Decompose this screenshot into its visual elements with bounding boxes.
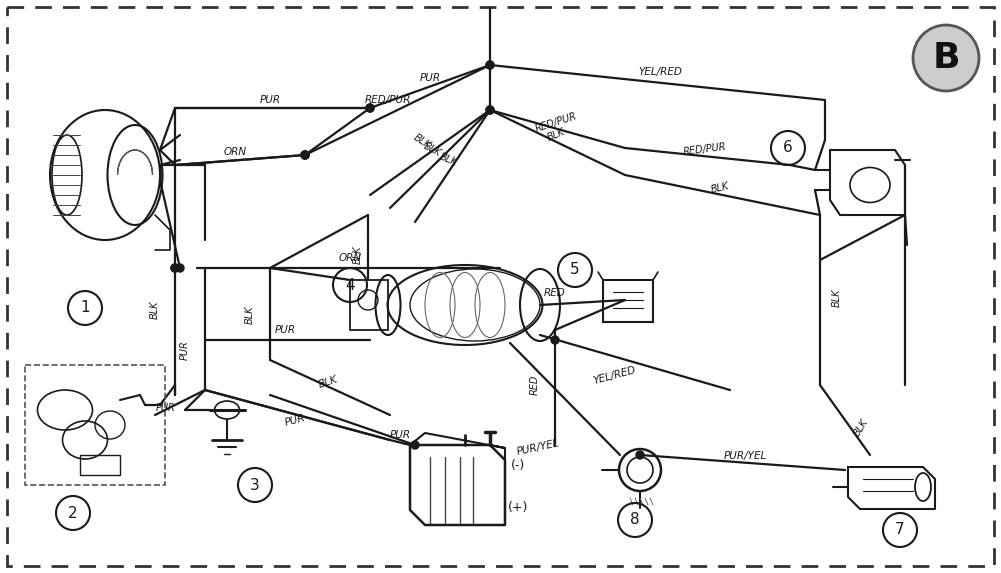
Text: PUR: PUR [389, 430, 410, 440]
Text: 1: 1 [80, 300, 90, 316]
Text: 2: 2 [68, 505, 78, 520]
Text: PUR/YEL: PUR/YEL [724, 451, 767, 461]
Circle shape [486, 61, 494, 69]
Text: BLK: BLK [710, 181, 730, 195]
Text: (+): (+) [508, 501, 529, 515]
Text: PUR: PUR [180, 340, 190, 360]
Bar [350, 280, 388, 330]
Text: RED/PUR: RED/PUR [364, 95, 411, 105]
Text: BLK: BLK [245, 306, 255, 324]
Circle shape [366, 104, 374, 112]
Circle shape [551, 336, 559, 344]
Text: 7: 7 [895, 523, 905, 537]
Text: RED: RED [530, 375, 540, 395]
Text: RED: RED [545, 288, 566, 298]
Bar [603, 280, 653, 322]
Text: PUR: PUR [283, 413, 306, 427]
Circle shape [171, 264, 179, 272]
Circle shape [636, 451, 644, 459]
Text: RED/PUR: RED/PUR [683, 142, 727, 156]
Text: ORN: ORN [338, 253, 361, 263]
Circle shape [301, 151, 309, 159]
Circle shape [301, 151, 309, 159]
Text: RED/PUR: RED/PUR [534, 111, 579, 134]
Text: BLK: BLK [852, 418, 870, 438]
Text: YEL/RED: YEL/RED [638, 67, 682, 77]
Text: B: B [932, 41, 960, 75]
Text: 3: 3 [250, 477, 260, 493]
Text: (-): (-) [511, 458, 526, 472]
Text: 4: 4 [345, 277, 354, 292]
Text: 5: 5 [571, 262, 580, 277]
Text: BLK: BLK [150, 301, 160, 319]
Text: BLK: BLK [411, 133, 432, 151]
Circle shape [176, 264, 184, 272]
Text: BLK: BLK [317, 374, 339, 390]
Bar [80, 455, 120, 475]
Text: YEL/RED: YEL/RED [592, 364, 637, 386]
Circle shape [301, 151, 309, 159]
Circle shape [486, 61, 494, 69]
Text: PUR/YEL: PUR/YEL [516, 438, 561, 457]
Text: ORN: ORN [223, 147, 246, 157]
Bar [25, 365, 165, 485]
Circle shape [913, 25, 979, 91]
Text: PUR: PUR [274, 325, 295, 335]
Text: BLK: BLK [832, 289, 842, 307]
Text: BLK: BLK [546, 127, 567, 143]
Circle shape [486, 106, 494, 114]
Text: BLK: BLK [421, 141, 442, 159]
Text: 6: 6 [783, 140, 793, 155]
Circle shape [486, 106, 494, 114]
Text: PUR: PUR [155, 403, 175, 413]
Circle shape [171, 264, 179, 272]
Text: 8: 8 [631, 512, 640, 528]
Circle shape [411, 441, 419, 449]
Circle shape [366, 104, 374, 112]
Text: BLK: BLK [437, 152, 458, 168]
Text: BLK: BLK [353, 246, 363, 264]
Text: PUR: PUR [419, 73, 440, 83]
Text: PUR: PUR [259, 95, 280, 105]
